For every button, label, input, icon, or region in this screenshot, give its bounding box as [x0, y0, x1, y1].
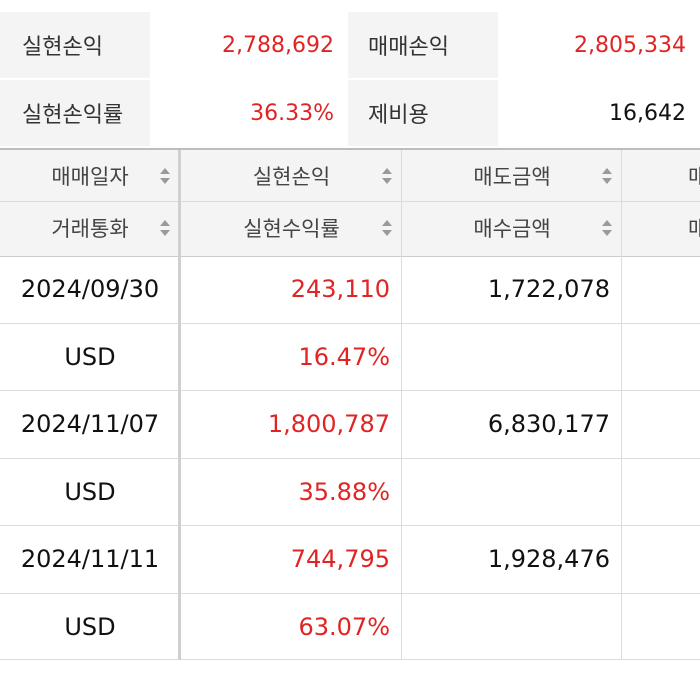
- sort-icon[interactable]: [160, 220, 170, 236]
- table-header: 매매일자 실현손익 매도금액 매 거래통화 실현수익률 매수금액 매: [0, 150, 700, 256]
- header-buy-amount[interactable]: 매수금액: [402, 202, 622, 254]
- row-divider: [0, 323, 700, 324]
- header-trade-date[interactable]: 매매일자: [0, 150, 180, 202]
- trade-date-cell[interactable]: 2024/09/30: [20, 275, 160, 303]
- buy-amount-cell[interactable]: [402, 594, 622, 660]
- trade-date-cell[interactable]: 2024/11/07: [20, 410, 160, 438]
- sell-amount-cell[interactable]: 6,830,177: [487, 410, 610, 438]
- row-divider: [0, 525, 700, 526]
- row-divider: [0, 458, 700, 459]
- header-realized-pl[interactable]: 실현손익: [181, 150, 402, 202]
- header-realized-pl-label: 실현손익: [252, 165, 331, 189]
- realized-pl-cell[interactable]: 1,800,787: [267, 410, 390, 438]
- column-divider: [401, 256, 402, 660]
- sort-icon[interactable]: [160, 168, 170, 184]
- realized-pl-label: 실현손익: [0, 12, 150, 78]
- sort-icon[interactable]: [602, 168, 612, 184]
- sell-amount-cell[interactable]: 1,722,078: [487, 275, 610, 303]
- header-currency[interactable]: 거래통화: [0, 202, 180, 254]
- header-col4-label: 매: [688, 165, 700, 189]
- header-realized-rate[interactable]: 실현수익률: [181, 202, 402, 254]
- sort-icon[interactable]: [382, 220, 392, 236]
- summary-row-1: 실현손익 2,788,692 매매손익 2,805,334: [0, 12, 700, 78]
- summary-row-2: 실현손익률 36.33% 제비용 16,642: [0, 80, 700, 146]
- realized-pl-cell[interactable]: 243,110: [290, 275, 390, 303]
- table-top-border: [0, 148, 700, 150]
- trade-date-cell[interactable]: 2024/11/11: [20, 545, 160, 573]
- frozen-column-divider: [178, 256, 181, 660]
- summary-panel: 실현손익 2,788,692 매매손익 2,805,334 실현손익률 36.3…: [0, 0, 700, 150]
- table-body: 2024/09/30 243,110 1,722,078 USD 16.47% …: [0, 256, 700, 660]
- realized-rate-cell[interactable]: 16.47%: [298, 343, 390, 371]
- realized-pl-cell[interactable]: 744,795: [290, 545, 390, 573]
- column-divider: [621, 256, 622, 660]
- header-bottom-border: [0, 256, 700, 257]
- currency-cell[interactable]: USD: [64, 613, 116, 641]
- realized-rate-value: 36.33%: [250, 100, 334, 126]
- column-divider: [621, 150, 622, 256]
- buy-amount-cell[interactable]: [402, 324, 622, 390]
- row-divider: [0, 593, 700, 594]
- sort-icon[interactable]: [382, 168, 392, 184]
- fee-label: 제비용: [348, 80, 498, 146]
- row-divider: [0, 659, 700, 660]
- realized-pl-value: 2,788,692: [222, 32, 334, 58]
- header-buy-amount-label: 매수금액: [473, 217, 551, 241]
- realized-rate-cell[interactable]: 35.88%: [298, 478, 390, 506]
- header-sell-amount-label: 매도금액: [473, 165, 551, 189]
- header-divider: [0, 201, 700, 202]
- header-col4b-label: 매: [688, 217, 700, 241]
- header-col4b-partial[interactable]: 매: [622, 202, 700, 254]
- column-divider: [401, 150, 402, 256]
- currency-cell[interactable]: USD: [64, 478, 116, 506]
- realized-rate-label: 실현손익률: [0, 80, 150, 146]
- header-col4-partial[interactable]: 매: [622, 150, 700, 202]
- currency-cell[interactable]: USD: [64, 343, 116, 371]
- trade-pl-value: 2,805,334: [574, 32, 686, 58]
- realized-rate-cell[interactable]: 63.07%: [298, 613, 390, 641]
- header-realized-rate-label: 실현수익률: [243, 217, 340, 241]
- sort-icon[interactable]: [602, 220, 612, 236]
- sell-amount-cell[interactable]: 1,928,476: [487, 545, 610, 573]
- trade-pl-label: 매매손익: [348, 12, 498, 78]
- header-currency-label: 거래통화: [51, 217, 129, 241]
- fee-value: 16,642: [609, 100, 686, 126]
- buy-amount-cell[interactable]: [402, 459, 622, 525]
- row-divider: [0, 390, 700, 391]
- header-sell-amount[interactable]: 매도금액: [402, 150, 622, 202]
- header-trade-date-label: 매매일자: [51, 165, 129, 189]
- frozen-column-divider: [178, 150, 181, 256]
